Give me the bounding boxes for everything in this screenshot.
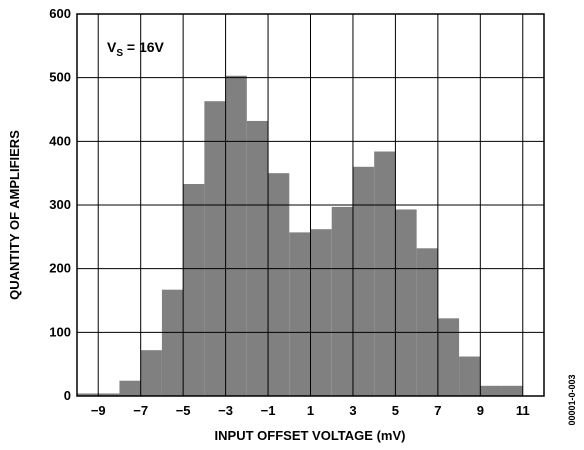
x-axis-title: INPUT OFFSET VOLTAGE (mV) <box>215 428 406 443</box>
x-tick-label: −9 <box>91 403 106 418</box>
histogram-bar <box>98 393 120 396</box>
histogram-bar <box>289 232 311 396</box>
histogram-bar <box>140 350 162 396</box>
histogram-bar <box>416 248 438 396</box>
annotation-rest: = 16V <box>123 39 165 55</box>
histogram-bar <box>246 120 269 397</box>
x-tick-label: 5 <box>392 403 399 418</box>
x-tick-label: −7 <box>133 403 148 418</box>
histogram-bar <box>459 356 481 396</box>
y-axis-title: QUANTITY OF AMPLIFIERS <box>7 130 22 300</box>
y-tick-label: 600 <box>49 6 71 21</box>
y-tick-label: 500 <box>49 70 71 85</box>
y-tick-label: 300 <box>49 197 71 212</box>
histogram-bar <box>331 206 353 396</box>
histogram-bar <box>268 173 290 396</box>
y-tick-label: 400 <box>49 133 71 148</box>
histogram-bar <box>119 380 141 396</box>
histogram-bar <box>395 209 417 396</box>
annotation-subscript: S <box>116 48 123 59</box>
x-tick-label: 9 <box>477 403 484 418</box>
x-tick-label: 1 <box>307 403 314 418</box>
histogram-bar <box>501 385 523 396</box>
supply-voltage-annotation: VS = 16V <box>107 39 165 59</box>
plot-frame <box>76 13 545 397</box>
figure-code: 00001-0-003 <box>567 374 577 425</box>
histogram-bar <box>374 151 396 396</box>
x-tick-label: −3 <box>218 403 233 418</box>
x-tick-label: 7 <box>434 403 441 418</box>
y-tick-label: 200 <box>49 261 71 276</box>
x-tick-labels: −9 −7 −5 −3 −1 1 3 5 7 9 11 <box>91 403 530 418</box>
x-tick-label: −1 <box>261 403 276 418</box>
x-tick-label: 3 <box>349 403 356 418</box>
bars-layer <box>77 75 523 397</box>
histogram-bar <box>352 166 375 396</box>
histogram-bar <box>204 101 226 397</box>
histogram-bar <box>480 385 502 396</box>
histogram-bar <box>183 183 205 396</box>
y-tick-label: 0 <box>64 388 71 403</box>
y-tick-labels: 0 100 200 300 400 500 600 <box>49 6 71 403</box>
y-tick-label: 100 <box>49 324 71 339</box>
histogram-bar <box>225 75 247 397</box>
x-tick-label: 11 <box>516 403 530 418</box>
histogram-bar <box>161 289 184 396</box>
annotation-main: V <box>107 39 117 55</box>
histogram-bar <box>310 229 332 396</box>
x-tick-label: −5 <box>176 403 191 418</box>
histogram-bar <box>437 318 460 396</box>
histogram-bar <box>77 393 99 396</box>
